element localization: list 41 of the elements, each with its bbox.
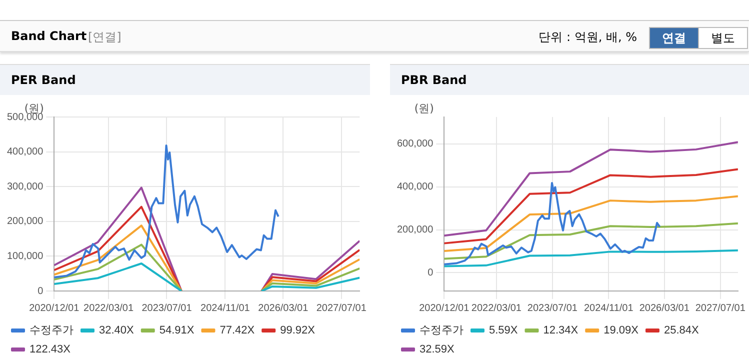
legend-label: 19.09X (604, 324, 640, 337)
x-tick-label: 2022/03/01 (471, 302, 522, 314)
y-tick-label: 300,000 (6, 181, 44, 192)
y-tick-label: 0 (428, 267, 434, 278)
y-tick-label: 100,000 (6, 250, 44, 262)
text: Band Chart (11, 29, 87, 43)
y-tick-label: 600,000 (396, 138, 434, 150)
y-axis-title: (원) (414, 102, 434, 115)
text: [연결] (88, 29, 122, 46)
x-tick-label: 2027/07/01 (316, 302, 367, 314)
legend-label: 5.59X (489, 324, 518, 337)
chart-title: PBR Band (390, 64, 749, 95)
legend-label: 54.91X (159, 324, 195, 337)
x-tick-label: 2020/12/01 (29, 302, 80, 314)
x-tick-label: 2024/11/01 (584, 302, 634, 314)
chart-title: PER Band (0, 64, 370, 95)
x-tick-label: 2026/03/01 (639, 302, 690, 314)
legend-label: 25.84X (664, 324, 700, 337)
legend-label: 수정주가 (420, 324, 464, 337)
text: 별도 (698, 27, 748, 49)
text: 단위 : 억원, 배, % (538, 29, 637, 46)
legend-label: 99.92X (280, 324, 316, 337)
y-tick-label: 400,000 (6, 146, 44, 158)
x-tick-label: 2020/12/01 (419, 302, 470, 314)
x-tick-label: 2024/11/01 (200, 302, 250, 314)
legend-label: 수정주가 (30, 324, 74, 337)
text: 연결 (649, 27, 699, 49)
legend-label: 32.59X (420, 344, 456, 356)
y-tick-label: 400,000 (396, 182, 434, 193)
legend-label: 32.40X (99, 324, 135, 337)
x-tick-label: 2023/07/01 (527, 302, 578, 314)
y-tick-label: 200,000 (396, 224, 434, 236)
x-tick-label: 2023/07/01 (142, 302, 192, 314)
x-tick-label: 2027/07/01 (695, 302, 746, 314)
legend-label: 122.43X (30, 344, 72, 356)
x-tick-label: 2026/03/01 (258, 302, 309, 314)
legend-label: 12.34X (543, 324, 579, 337)
y-tick-label: 0 (38, 286, 44, 297)
y-tick-label: 200,000 (6, 216, 44, 228)
legend-label: 77.42X (220, 324, 256, 337)
x-tick-label: 2022/03/01 (84, 302, 134, 314)
